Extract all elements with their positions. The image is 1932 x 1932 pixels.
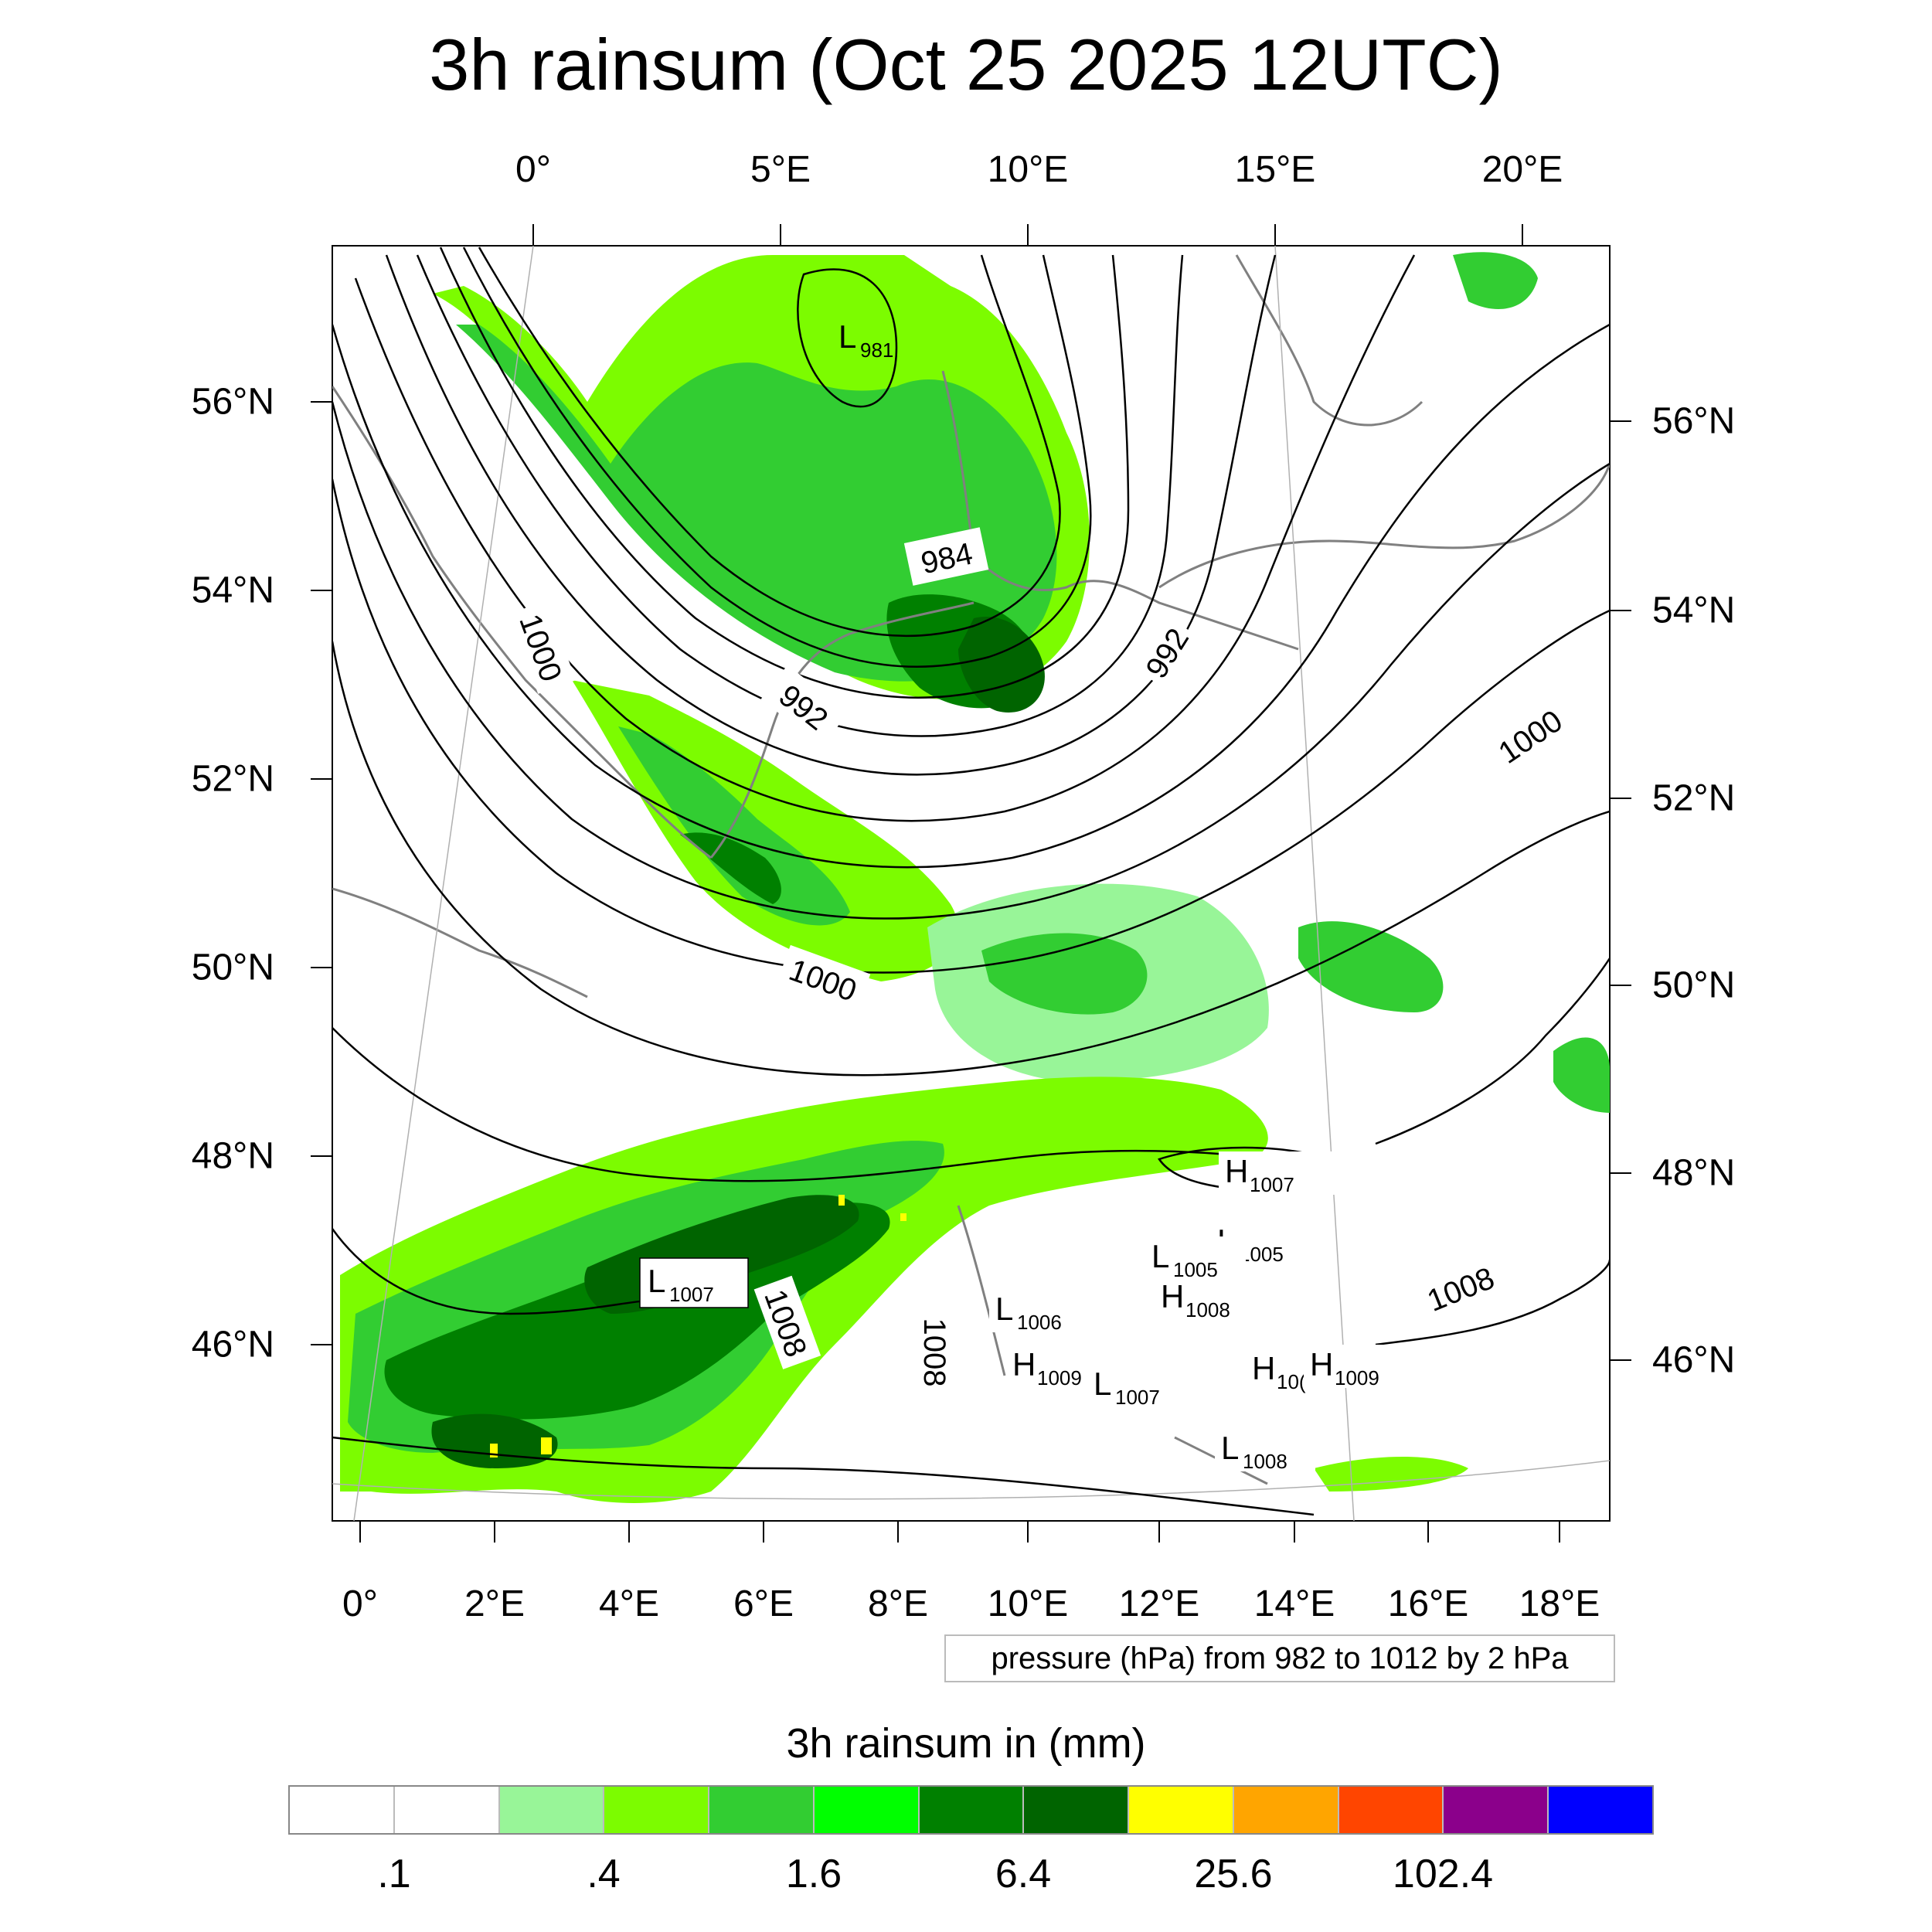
lon-label-bottom: 12°E	[1118, 1583, 1200, 1624]
colorbar-swatch	[290, 1787, 395, 1833]
lat-label-right: 54°N	[1652, 590, 1736, 631]
colorbar	[288, 1785, 1654, 1835]
lat-label-left: 48°N	[191, 1135, 274, 1177]
pressure-center-kind: L	[1221, 1430, 1239, 1466]
lon-label-bottom: 14°E	[1253, 1583, 1335, 1624]
pressure-center-value: 1005	[1239, 1243, 1284, 1266]
rain-area-east	[1298, 921, 1444, 1012]
lat-label-left: 52°N	[191, 758, 274, 800]
pressure-center-kind: H	[1310, 1346, 1333, 1383]
lat-label-right: 50°N	[1652, 964, 1736, 1006]
rain-field	[340, 252, 1610, 1503]
rain-area-south-darkest2	[431, 1413, 558, 1468]
pressure-center-kind: H	[1252, 1350, 1275, 1386]
axis-ticks	[311, 224, 1631, 1543]
contour-label: 1008	[917, 1318, 951, 1387]
lat-label-right: 48°N	[1652, 1152, 1736, 1194]
rain-area-north-east	[1453, 252, 1538, 309]
pressure-center-kind: H	[1012, 1346, 1036, 1383]
map-title: 3h rainsum (Oct 25 2025 12UTC)	[429, 24, 1503, 105]
rain-area-central2	[981, 933, 1148, 1015]
lat-label-left: 56°N	[191, 381, 274, 423]
rain-spot-yellow	[541, 1437, 552, 1454]
pressure-center-value: 1007	[1250, 1173, 1294, 1196]
lon-label-top: 5°E	[750, 149, 811, 190]
pressure-centers: L 981 H 1007 L 1005 L 1005 L 1007 H 100	[639, 318, 1404, 1473]
lon-label-bottom: 0°	[342, 1583, 378, 1624]
pressure-center-kind: L	[1094, 1366, 1111, 1402]
rain-area-mid-dark	[680, 832, 781, 904]
colorbar-swatch	[709, 1787, 815, 1833]
lat-label-right: 52°N	[1652, 777, 1736, 819]
lat-label-left: 54°N	[191, 570, 274, 611]
pressure-center-kind: H	[1225, 1153, 1248, 1189]
colorbar-swatch	[1549, 1787, 1652, 1833]
isobars	[332, 247, 1610, 1516]
pressure-center-value: 981	[860, 338, 893, 362]
lon-label-top: 10°E	[987, 149, 1069, 190]
colorbar-swatch	[814, 1787, 920, 1833]
colorbar-label: .1	[377, 1852, 411, 1896]
colorbar-swatch	[1233, 1787, 1339, 1833]
colorbar-label: 25.6	[1194, 1852, 1273, 1896]
pressure-center-value: 1007	[669, 1283, 714, 1306]
colorbar-swatch	[394, 1787, 500, 1833]
colorbar-label: 1.6	[785, 1852, 842, 1896]
lon-label-top: 15°E	[1234, 149, 1316, 190]
lat-label-left: 50°N	[191, 947, 274, 988]
colorbar-label: .4	[587, 1852, 621, 1896]
lon-label-top: 0°	[515, 149, 551, 190]
pressure-center-value: 1006	[1017, 1311, 1062, 1334]
rain-spot-yellow	[838, 1195, 845, 1206]
lon-label-bottom: 8°E	[868, 1583, 928, 1624]
lon-label-bottom: 18°E	[1519, 1583, 1600, 1624]
lat-label-right: 56°N	[1652, 400, 1736, 442]
contour-info-note: pressure (hPa) from 982 to 1012 by 2 hPa	[944, 1634, 1615, 1682]
pressure-center-value: 1008	[1185, 1298, 1230, 1321]
colorbar-swatch	[1338, 1787, 1444, 1833]
rain-spot-yellow	[490, 1444, 498, 1458]
colorbar-swatch	[1129, 1787, 1234, 1833]
colorbar-label: 102.4	[1392, 1852, 1494, 1896]
graticule	[332, 246, 1610, 1521]
colorbar-swatch	[499, 1787, 605, 1833]
colorbar-swatch	[604, 1787, 710, 1833]
colorbar-label: 6.4	[995, 1852, 1052, 1896]
lon-label-bottom: 4°E	[599, 1583, 659, 1624]
pressure-center-kind: H	[1161, 1278, 1184, 1315]
rain-area-north-mid	[456, 325, 1057, 682]
rain-spot-yellow	[900, 1213, 906, 1221]
rain-area-east-edge	[1553, 1037, 1610, 1113]
lat-label-right: 46°N	[1652, 1339, 1736, 1381]
pressure-center-value: 1009	[1037, 1366, 1082, 1389]
colorbar-swatch	[1444, 1787, 1549, 1833]
lon-label-top: 20°E	[1481, 149, 1563, 190]
lon-label-bottom: 6°E	[733, 1583, 794, 1624]
colorbar-title: 3h rainsum in (mm)	[786, 1720, 1146, 1767]
pressure-center-value: 1007	[1115, 1386, 1160, 1409]
rain-area-mid-mid	[618, 726, 850, 926]
colorbar-swatch	[919, 1787, 1025, 1833]
pressure-center-value: 1009	[1335, 1366, 1379, 1389]
colorbar-swatch	[1024, 1787, 1130, 1833]
lat-label-left: 46°N	[191, 1324, 274, 1366]
coastlines	[332, 254, 1610, 1485]
rain-area-south-east	[1314, 1457, 1468, 1492]
lon-label-bottom: 2°E	[464, 1583, 525, 1624]
pressure-center-value: 10(	[1277, 1370, 1306, 1393]
pressure-center-kind: L	[838, 318, 856, 355]
pressure-center-kind: L	[1151, 1238, 1169, 1274]
lon-label-bottom: 10°E	[987, 1583, 1069, 1624]
pressure-center-kind: L	[995, 1291, 1013, 1327]
pressure-center-kind: L	[648, 1263, 665, 1299]
lon-label-bottom: 16°E	[1387, 1583, 1469, 1624]
pressure-center-value: 1008	[1243, 1450, 1287, 1473]
